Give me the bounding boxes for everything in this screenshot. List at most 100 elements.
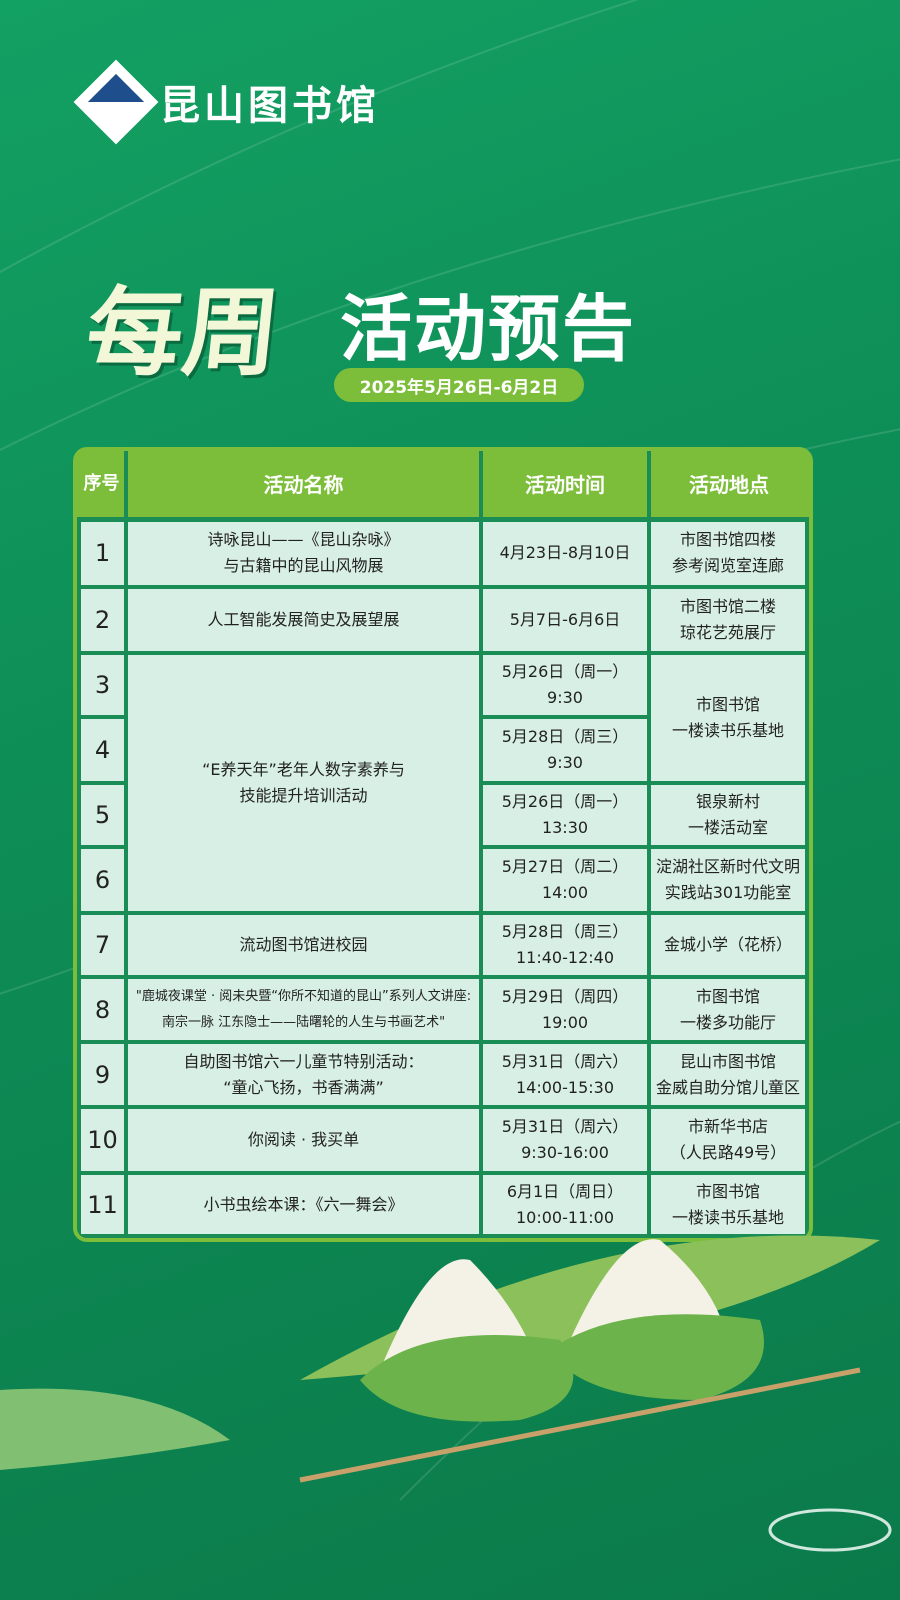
row-number: 11 xyxy=(77,1171,128,1238)
activity-place-line: 一楼活动室 xyxy=(687,818,768,837)
table-row: 4 5月28日（周三） 9:30 xyxy=(77,715,807,785)
row-number: 2 xyxy=(77,585,128,655)
activity-name-line: 与古籍中的昆山风物展 xyxy=(223,556,384,576)
activity-place-line: 市图书馆四楼 xyxy=(679,530,776,550)
activity-place-line: （人民路49号） xyxy=(669,1143,787,1162)
library-logo: 昆山图书馆 xyxy=(73,59,380,145)
activity-place-line: 一楼多功能厅 xyxy=(679,1012,776,1032)
activity-name-line: “E养天年”老年人数字素养与 xyxy=(202,760,405,779)
table-row: 5 5月26日（周一） 13:30 银泉新村一楼活动室 xyxy=(77,781,809,849)
activity-table: 序号 活动名称 活动时间 活动地点 1 诗咏昆山——《昆山杂咏》 与古籍中的昆山风物… xyxy=(73,447,813,1242)
table-row: 9 自助图书馆六一儿童节特别活动： “童心飞扬，书香满满” 5月31日（周六） 14:0… xyxy=(77,1040,809,1109)
activity-place-line: 实践站301功能室 xyxy=(664,883,792,902)
activity-place: 市图书馆一楼读书乐基地 xyxy=(647,1171,809,1238)
activity-name-line: 技能提升培训活动 xyxy=(239,786,368,805)
activity-time: 6月1日（周日） 10:00-11:00 xyxy=(479,1171,651,1238)
activity-name: 小书虫绘本课：《六一舞会》 xyxy=(124,1171,483,1238)
activity-place: 淀湖社区新时代文明 实践站301功能室 xyxy=(647,845,809,915)
title-sub: 活动预告 xyxy=(340,287,637,371)
activity-time: 5月28日（周三） 9:30 xyxy=(479,715,651,785)
activity-place: 银泉新村 一楼活动室 xyxy=(647,781,809,849)
activity-time-line: 5月28日（周三） xyxy=(501,727,629,746)
activity-place-line: 参考阅览室连廊 xyxy=(671,556,784,576)
activity-time: 5月29日（周四） 19:00 xyxy=(479,975,651,1044)
activity-time-line: 5月7日-6月6日 xyxy=(509,610,621,629)
activity-place-line: 市图书馆 xyxy=(695,695,760,714)
table-row: 11 小书虫绘本课：《六一舞会》 6月1日（周日） 10:00-11:00 市图书馆一楼… xyxy=(77,1171,809,1238)
activity-time-line: 4月23日-8月10日 xyxy=(499,543,631,563)
activity-name: "鹿城夜课堂 · 阅未央暨“你所不知道的昆山”系列人文讲座: 南宗一脉 江东隐士—… xyxy=(124,975,483,1044)
row-number: 3 xyxy=(77,651,128,719)
date-range-badge: 2025年5月26日-6月2日 xyxy=(334,368,584,402)
header-place: 活动地点 xyxy=(649,451,807,522)
activity-name: 你阅读 · 我买单 xyxy=(124,1105,483,1175)
activity-place-line: 银泉新村 xyxy=(695,792,760,811)
activity-place-line: 金威自助分馆儿童区 xyxy=(655,1077,800,1097)
activity-time-line: 5月29日（周四） xyxy=(501,986,629,1006)
activity-place-line: 市新华书店 xyxy=(687,1117,768,1136)
table-row: 7 流动图书馆进校园 5月28日（周三） 11:40-12:40 金城小学（花桥） xyxy=(77,911,809,979)
activity-place-line: 昆山市图书馆 xyxy=(679,1051,776,1071)
table-row: 2 人工智能发展简史及展望展 5月7日-6月6日 市图书馆二楼 琼花艺苑展厅 xyxy=(77,585,809,655)
activity-time: 5月31日（周六） 14:00-15:30 xyxy=(479,1040,651,1109)
activity-name-line: 你阅读 · 我买单 xyxy=(247,1130,360,1149)
activity-time-line: 9:30 xyxy=(547,753,583,772)
activity-time: 5月27日（周二） 14:00 xyxy=(479,845,651,915)
header-time: 活动时间 xyxy=(481,451,651,522)
row-number: 6 xyxy=(77,845,128,915)
table-row: 6 5月27日（周二） 14:00 淀湖社区新时代文明 实践站301功能室 xyxy=(77,845,809,915)
activity-time-line: 10:00-11:00 xyxy=(516,1207,614,1227)
activity-time: 5月26日（周一） 9:30 xyxy=(479,651,651,719)
zongzi-illustration xyxy=(0,1235,892,1552)
activity-name: 诗咏昆山——《昆山杂咏》 与古籍中的昆山风物展 xyxy=(124,517,483,589)
logo-text: 昆山图书馆 xyxy=(160,82,380,129)
row-number: 10 xyxy=(77,1105,128,1175)
row-number: 9 xyxy=(77,1040,128,1109)
activity-place: 市新华书店 （人民路49号） xyxy=(647,1105,809,1175)
activity-time: 4月23日-8月10日 xyxy=(479,517,651,589)
activity-place-line: 市图书馆 xyxy=(695,986,760,1006)
header-no: 序号 xyxy=(79,451,128,522)
activity-place: 金城小学（花桥） xyxy=(647,911,809,979)
activity-name: 自助图书馆六一儿童节特别活动： “童心飞扬，书香满满” xyxy=(124,1040,483,1109)
activity-place-line: 市图书馆二楼 xyxy=(679,597,776,616)
table-row: 1 诗咏昆山——《昆山杂咏》 与古籍中的昆山风物展 4月23日-8月10日 市图书馆四楼… xyxy=(77,517,809,589)
activity-place-line: 琼花艺苑展厅 xyxy=(679,623,776,642)
activity-time-line: 6月1日（周日） xyxy=(506,1181,624,1201)
row-number: 1 xyxy=(77,517,128,589)
activity-place-line: 一楼读书乐基地 xyxy=(671,1207,784,1227)
logo-mark-icon xyxy=(73,59,159,145)
table-row: 8 "鹿城夜课堂 · 阅未央暨“你所不知道的昆山”系列人文讲座: 南宗一脉 江东隐士… xyxy=(77,975,809,1044)
activity-place-line: 淀湖社区新时代文明 xyxy=(655,857,800,876)
activity-name: “E养天年”老年人数字素养与 技能提升培训活动 xyxy=(124,651,483,915)
activity-name-line: 流动图书馆进校园 xyxy=(239,935,368,954)
activity-time-line: 5月26日（周一） xyxy=(501,662,629,681)
activity-time-line: 5月26日（周一） xyxy=(501,792,629,811)
activity-name-line: 南宗一脉 江东隐士——陆曙轮的人生与书画艺术" xyxy=(161,1014,446,1030)
activity-name-line: 诗咏昆山——《昆山杂咏》 xyxy=(207,530,400,550)
activity-time-line: 14:00-15:30 xyxy=(516,1077,614,1097)
row-number: 4 xyxy=(77,715,128,785)
activity-time: 5月7日-6月6日 xyxy=(479,585,651,655)
activity-place: 市图书馆一楼多功能厅 xyxy=(647,975,809,1044)
activity-name-line: 小书虫绘本课：《六一舞会》 xyxy=(203,1194,404,1214)
activity-name-line: "鹿城夜课堂 · 阅未央暨“你所不知道的昆山”系列人文讲座: xyxy=(135,988,472,1004)
activity-place-line: 金城小学（花桥） xyxy=(663,935,792,954)
activity-time-line: 9:30-16:00 xyxy=(521,1143,609,1162)
activity-place: 市图书馆二楼 琼花艺苑展厅 xyxy=(647,585,809,655)
activity-time-line: 19:00 xyxy=(541,1012,589,1032)
activity-time: 5月26日（周一） 13:30 xyxy=(479,781,651,849)
table-header: 序号 活动名称 活动时间 活动地点 xyxy=(79,451,807,522)
row-number: 7 xyxy=(77,911,128,979)
row-number: 5 xyxy=(77,781,128,849)
activity-name: 人工智能发展简史及展望展 xyxy=(124,585,483,655)
activity-time-line: 13:30 xyxy=(541,818,589,837)
table-row: 3 “E养天年”老年人数字素养与 技能提升培训活动 5月26日（周一） 9:30 市图书馆… xyxy=(77,651,809,915)
activity-time-line: 9:30 xyxy=(547,688,583,707)
activity-time: 5月28日（周三） 11:40-12:40 xyxy=(479,911,651,979)
activity-name: 流动图书馆进校园 xyxy=(124,911,483,979)
activity-place: 市图书馆四楼 参考阅览室连廊 xyxy=(647,517,809,589)
activity-time-line: 5月31日（周六） xyxy=(501,1051,629,1071)
activity-name-line: 人工智能发展简史及展望展 xyxy=(207,610,400,629)
activity-place-line: 市图书馆 xyxy=(695,1181,760,1201)
